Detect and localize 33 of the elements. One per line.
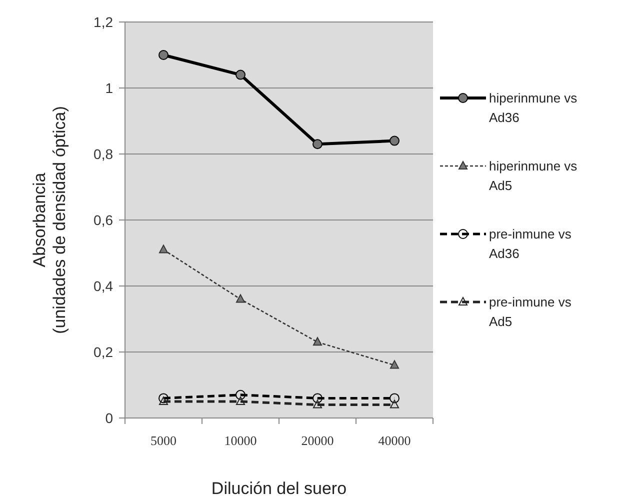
legend-label: hiperinmune vs Ad36 <box>489 90 578 126</box>
point <box>158 393 168 404</box>
legend-label: pre-inmune vs Ad36 <box>489 226 572 262</box>
point <box>236 70 246 80</box>
point <box>159 396 168 405</box>
legend-label: pre-inmune vs Ad5 <box>489 294 572 330</box>
point <box>390 393 400 404</box>
y-tick-label: 1,2 <box>94 14 114 30</box>
point <box>390 400 399 408</box>
x-tick-label: 5000 <box>150 433 176 448</box>
point <box>312 393 322 404</box>
y-tick-label: 0 <box>105 410 114 426</box>
y-tick-label: 0,8 <box>94 146 114 162</box>
y-tick-label: 0,6 <box>94 212 114 228</box>
point <box>390 136 400 146</box>
y-tick-label: 0,4 <box>94 278 114 294</box>
x-tick-label: 20000 <box>301 433 334 448</box>
point <box>158 50 168 60</box>
y-axis-title: Absorbancia (unidades de densidad óptica) <box>30 106 70 334</box>
point <box>236 294 245 303</box>
point <box>313 400 322 408</box>
y-tick-label: 0,2 <box>94 344 114 360</box>
x-tick-label: 10000 <box>224 433 257 448</box>
x-tick-label: 40000 <box>378 433 411 448</box>
point <box>159 244 168 254</box>
legend-label: hiperinmune vs Ad5 <box>489 158 578 194</box>
y-tick-label: 1 <box>105 80 114 96</box>
x-axis-title: Dilución del suero <box>211 479 347 498</box>
point <box>236 390 246 400</box>
point <box>390 360 399 369</box>
point <box>313 337 322 346</box>
point <box>312 139 322 150</box>
point <box>236 396 245 405</box>
